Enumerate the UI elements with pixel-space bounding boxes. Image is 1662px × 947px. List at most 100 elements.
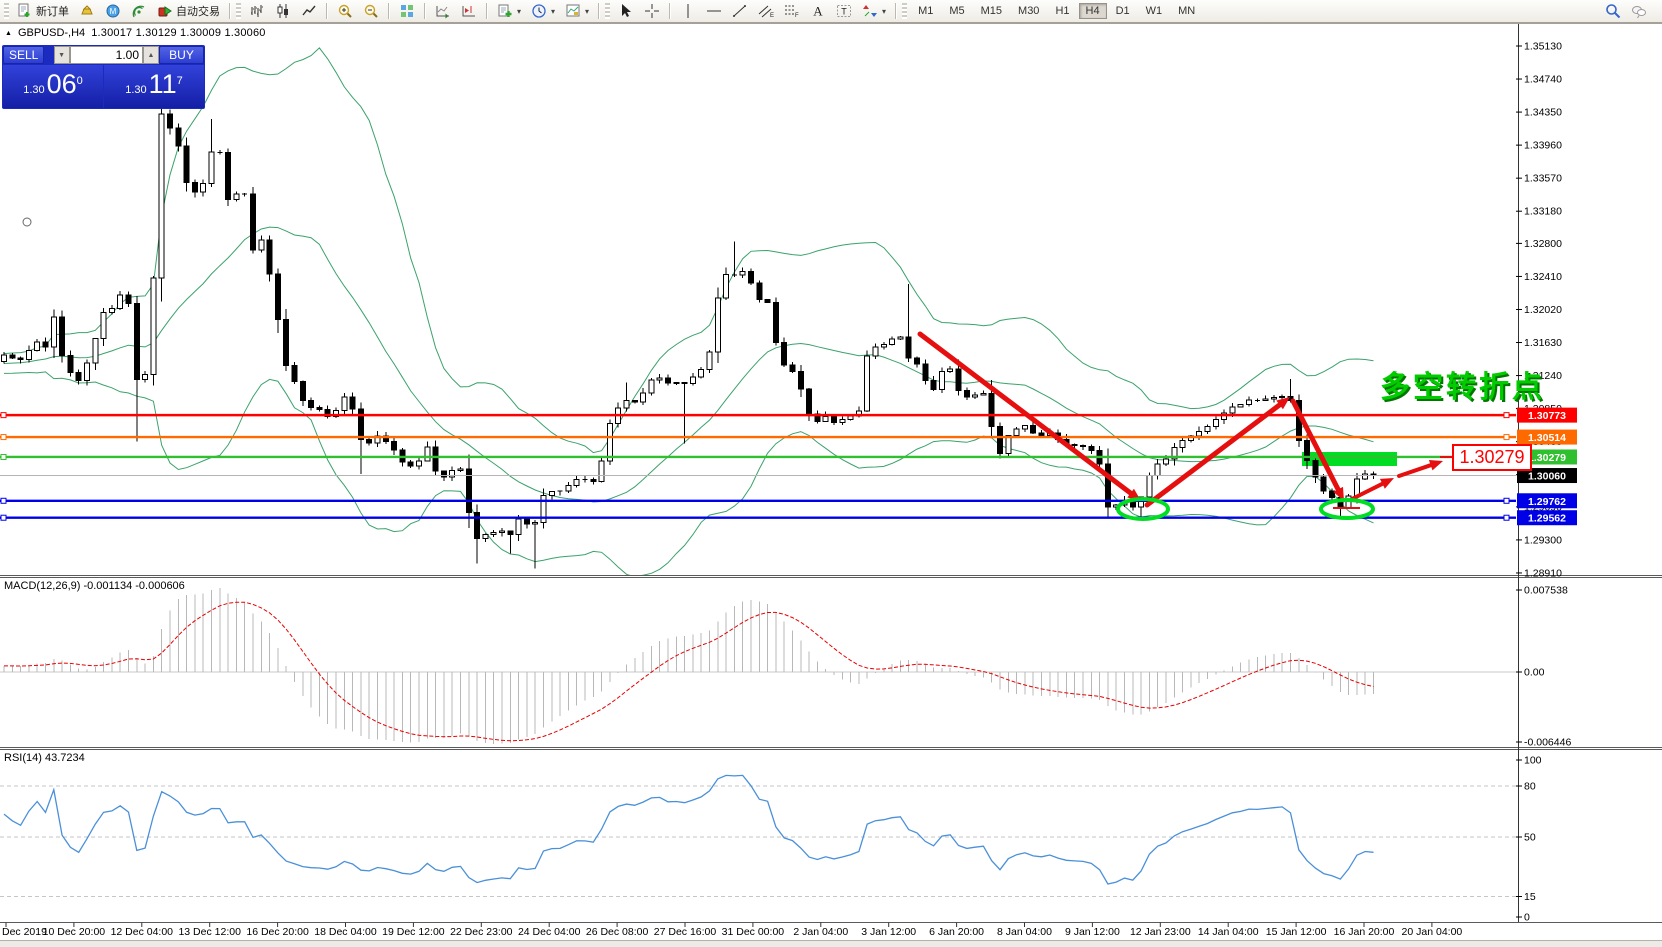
svg-text:E: E — [770, 13, 774, 19]
toolbar-separator — [229, 3, 231, 19]
community-button[interactable]: M — [101, 1, 125, 21]
autoscroll-icon — [436, 6, 449, 19]
macd-signal-line — [4, 601, 1374, 742]
svg-text:26 Dec 08:00: 26 Dec 08:00 — [586, 926, 649, 938]
volume-input[interactable]: 1.00 — [69, 46, 144, 64]
svg-text:0.007538: 0.007538 — [1524, 585, 1568, 597]
rsi-scale: 100 80 50 15 0 — [1516, 755, 1542, 924]
periods-button-dropdown-caret[interactable]: ▾ — [551, 6, 556, 16]
reversal-ellipse-2[interactable] — [1319, 498, 1375, 520]
volume-decrease-button[interactable]: ▼ — [53, 46, 70, 64]
text-button[interactable]: A — [806, 1, 830, 21]
search-button[interactable] — [1601, 1, 1625, 21]
support-line-2[interactable] — [0, 514, 1516, 521]
zoom-in-button[interactable] — [333, 1, 357, 21]
price-label: 1.30060 — [1517, 468, 1577, 484]
bar-chart-button[interactable] — [245, 1, 269, 21]
svg-text:1.29562: 1.29562 — [1528, 513, 1566, 525]
tile-windows-button[interactable] — [395, 1, 419, 21]
text-label-button[interactable]: T — [832, 1, 856, 21]
timeframe-w1-button[interactable]: W1 — [1145, 5, 1163, 17]
buy-price[interactable]: 1.30 11 7 — [104, 65, 204, 108]
svg-text:1.33570: 1.33570 — [1524, 173, 1562, 185]
timeframe-mn-button[interactable]: MN — [1178, 5, 1196, 17]
svg-text:19 Dec 12:00: 19 Dec 12:00 — [382, 926, 445, 938]
broadcast-icon — [132, 5, 145, 18]
new-chart-button-dropdown-caret[interactable]: ▾ — [517, 6, 522, 16]
svg-text:F: F — [795, 13, 799, 19]
candlestick-chart-button[interactable] — [271, 1, 295, 21]
svg-text:1.32020: 1.32020 — [1524, 304, 1562, 316]
arrows-button[interactable]: ▾ — [858, 1, 890, 21]
auto-scroll-button[interactable] — [431, 1, 455, 21]
buy-button[interactable]: BUY — [159, 46, 205, 64]
volume-increase-button[interactable]: ▲ — [143, 46, 160, 64]
chat-icon — [1632, 6, 1646, 19]
svg-text:12 Dec 04:00: 12 Dec 04:00 — [111, 926, 174, 938]
trendline-button[interactable] — [728, 1, 752, 21]
turning-point-annotation[interactable]: 多空转折点 — [1380, 371, 1545, 404]
new-order-button[interactable]: 新订单 — [13, 1, 73, 21]
resistance-line-2[interactable] — [0, 434, 1516, 441]
gold-icon — [81, 5, 93, 15]
svg-text:1.30514: 1.30514 — [1528, 432, 1566, 444]
svg-text:1.33960: 1.33960 — [1524, 140, 1562, 152]
cursor-button[interactable] — [614, 1, 638, 21]
timeframe-m5-button[interactable]: M5 — [949, 5, 965, 17]
svg-text:Dec 2019: Dec 2019 — [2, 926, 47, 938]
bollinger-upper — [3, 47, 1374, 454]
community-icon: M — [106, 4, 120, 18]
zoom-out-button[interactable] — [359, 1, 383, 21]
autotrading-button[interactable]: 自动交易 — [153, 1, 224, 21]
autotrading-button-label: 自动交易 — [176, 6, 220, 18]
object-anchor-circle[interactable] — [22, 217, 32, 227]
svg-text:15: 15 — [1524, 891, 1536, 903]
timeframe-m30-button[interactable]: M30 — [1018, 5, 1040, 17]
vertical-line-button[interactable] — [676, 1, 700, 21]
horizontal-line-button[interactable] — [702, 1, 726, 21]
macd-scale: 0.007538 0.00 -0.006446 — [1516, 585, 1571, 749]
svg-text:A: A — [813, 4, 823, 19]
line-chart-button[interactable] — [297, 1, 321, 21]
zoom-in-icon — [338, 4, 352, 18]
chat-button[interactable] — [1627, 1, 1651, 21]
sell-price[interactable]: 1.30 06 0 — [3, 65, 103, 108]
new-chart-button[interactable]: ▾ — [493, 1, 525, 21]
timeframe-h1-button[interactable]: H1 — [1055, 5, 1070, 17]
timeframe-d1-button[interactable]: D1 — [1115, 5, 1130, 17]
fibonacci-button[interactable]: F — [780, 1, 804, 21]
toolbar-grip[interactable] — [4, 3, 9, 19]
periods-button[interactable]: ▾ — [527, 1, 559, 21]
chart-shift-button[interactable] — [457, 1, 481, 21]
equidistant-channel-button[interactable]: E — [754, 1, 778, 21]
trendline-icon — [733, 5, 747, 17]
timeframe-m15-button[interactable]: M15 — [980, 5, 1003, 17]
timeframe-m1-button[interactable]: M1 — [918, 5, 934, 17]
trend-arrows[interactable] — [917, 331, 1443, 509]
search-icon — [1606, 4, 1621, 19]
textT-icon: T — [837, 5, 852, 17]
price-label: 1.29562 — [1517, 510, 1577, 526]
price-callout-label[interactable]: 1.30279 — [1452, 444, 1532, 471]
template-icon — [566, 4, 580, 17]
templates-button[interactable]: ▾ — [561, 1, 593, 21]
symbol-name: GBPUSD-,H4 — [17, 27, 86, 39]
sell-button[interactable]: SELL — [3, 46, 45, 64]
signals-button[interactable] — [127, 1, 151, 21]
toolbar-grip[interactable] — [236, 3, 241, 19]
collapse-panel-icon[interactable]: ▲ — [5, 29, 12, 37]
timeframe-h4-button[interactable]: H4 — [1078, 3, 1107, 19]
mql5-market-button[interactable] — [75, 1, 99, 21]
crosshair-button[interactable] — [640, 1, 664, 21]
templates-button-dropdown-caret[interactable]: ▾ — [585, 6, 590, 16]
svg-text:1.30060: 1.30060 — [1528, 471, 1566, 483]
one-click-trade-panel: SELL ▼ 1.00 ▲ BUY 1.30 06 0 1.30 11 7 — [2, 45, 205, 109]
svg-text:1.33180: 1.33180 — [1524, 206, 1562, 218]
toolbar-grip[interactable] — [902, 3, 908, 19]
reversal-ellipse-1[interactable] — [1116, 497, 1170, 521]
support-line-1[interactable] — [0, 497, 1516, 504]
arrows-button-dropdown-caret[interactable]: ▾ — [882, 6, 887, 16]
toolbar-grip[interactable] — [605, 3, 611, 19]
